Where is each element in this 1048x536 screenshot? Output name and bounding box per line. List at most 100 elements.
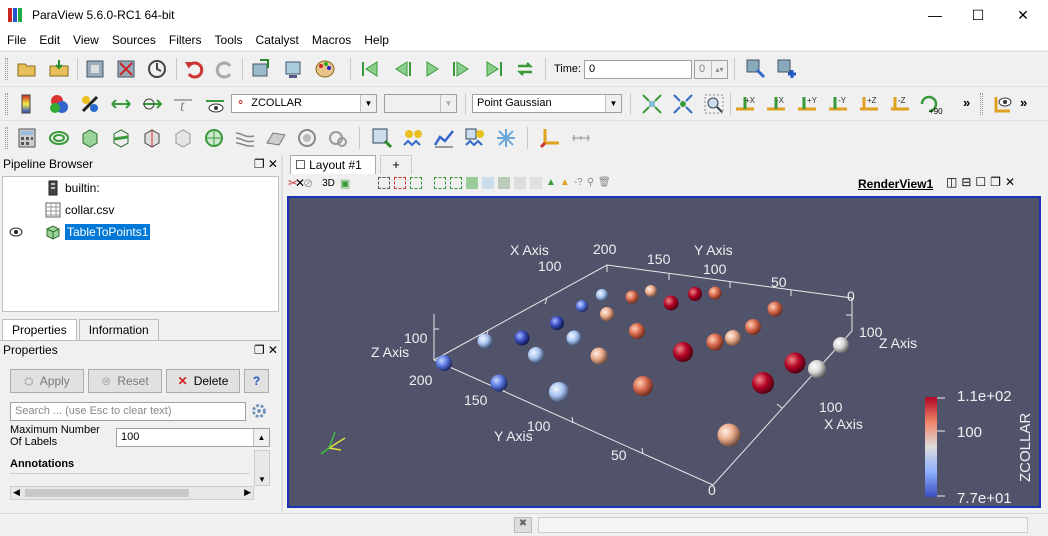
camera-link-icon[interactable]: ⊘ — [303, 176, 314, 190]
find-data-icon[interactable] — [494, 126, 518, 150]
vertical-scrollbar[interactable]: ▼ — [254, 450, 270, 486]
zoom-to-data-icon[interactable] — [671, 92, 695, 116]
grow-selection-icon[interactable]: ▲ — [546, 177, 556, 188]
view-plus-x-icon[interactable]: +X — [733, 92, 757, 116]
edit-selection-icon[interactable]: ⚲ — [586, 177, 595, 188]
help-button[interactable]: ? — [244, 369, 269, 393]
toolbar-overflow-chevron[interactable]: » — [963, 95, 971, 110]
visibility-eye-icon[interactable] — [9, 223, 23, 241]
spinner-arrows-icon[interactable]: ▴▾ — [711, 61, 727, 78]
last-frame-icon[interactable] — [482, 57, 506, 81]
select-points-icon[interactable] — [394, 177, 406, 189]
clear-selection-icon[interactable]: 🗑 — [598, 177, 611, 188]
hide-axes-icon[interactable] — [991, 92, 1015, 116]
histogram-icon[interactable] — [463, 126, 487, 150]
dropdown-arrow-icon[interactable]: ▼ — [360, 95, 376, 112]
menu-catalyst[interactable]: Catalyst — [255, 33, 299, 47]
redo-icon[interactable] — [213, 57, 237, 81]
toolbar-grip[interactable] — [5, 93, 8, 115]
render-view-3d[interactable]: X Axis Y Axis Z Axis Z Axis Y Axis X Axi… — [287, 196, 1041, 508]
dropdown-arrow-icon[interactable]: ▼ — [440, 95, 456, 112]
menu-view[interactable]: View — [73, 33, 99, 47]
edit-colormap-icon[interactable] — [47, 92, 71, 116]
properties-search-input[interactable]: Search ... (use Esc to clear text) — [10, 402, 246, 421]
previous-frame-icon[interactable] — [389, 57, 413, 81]
rotate-90-icon[interactable] — [917, 92, 941, 116]
pipeline-item-collar-csv[interactable]: collar.csv — [45, 201, 114, 219]
reset-range-icon[interactable] — [78, 92, 102, 116]
zoom-to-box-icon[interactable] — [702, 92, 726, 116]
play-icon[interactable] — [420, 57, 444, 81]
select-frustum-icon[interactable] — [410, 177, 422, 189]
tab-information[interactable]: Information — [78, 319, 159, 340]
maximize-view-icon[interactable]: ☐ — [975, 175, 987, 189]
panel-float-close-buttons[interactable]: ❐ ✕ — [253, 343, 278, 357]
extract-level-icon[interactable] — [326, 126, 350, 150]
time-input[interactable]: 0 — [584, 60, 692, 79]
advanced-settings-gear-icon[interactable] — [249, 400, 269, 422]
panel-float-close-buttons[interactable]: ❐ ✕ — [253, 157, 278, 171]
hover-points-icon[interactable] — [530, 177, 542, 189]
render-view-name[interactable]: RenderView1 — [858, 177, 934, 191]
view-minus-y-icon[interactable]: -Y — [826, 92, 850, 116]
delete-button[interactable]: ✕ Delete — [166, 369, 240, 393]
view-minus-x-icon[interactable]: -X — [764, 92, 788, 116]
clip-icon[interactable] — [78, 126, 102, 150]
shrink-selection-icon[interactable]: ▲ — [559, 177, 570, 188]
stream-tracer-icon[interactable] — [233, 126, 257, 150]
view-plus-z-icon[interactable]: +Z — [857, 92, 881, 116]
slice-icon[interactable] — [109, 126, 133, 150]
select-points-through-icon[interactable] — [450, 177, 462, 189]
rescale-over-time-icon[interactable]: t — [171, 92, 195, 116]
scroll-thumb[interactable] — [25, 489, 189, 497]
close-tab-icon[interactable]: ✕ — [295, 176, 306, 190]
polygon-points-icon[interactable] — [482, 177, 494, 189]
plot-over-line-icon[interactable] — [401, 126, 425, 150]
ruler-icon[interactable] — [569, 126, 593, 150]
view-plus-y-icon[interactable]: +Y — [795, 92, 819, 116]
threshold-icon[interactable] — [140, 126, 164, 150]
select-cells-icon[interactable] — [378, 177, 390, 189]
view-minus-z-icon[interactable]: -Z — [888, 92, 912, 116]
add-macro-icon[interactable] — [775, 57, 799, 81]
select-cells-on-icon[interactable] — [370, 126, 394, 150]
menu-filters[interactable]: Filters — [168, 33, 202, 47]
block-select-icon[interactable] — [498, 177, 510, 189]
time-step-spinner[interactable]: 0 ▴▾ — [694, 60, 728, 79]
reset-camera-icon[interactable] — [640, 92, 664, 116]
toolbar-grip[interactable] — [5, 58, 8, 80]
rescale-visible-icon[interactable] — [203, 92, 227, 116]
panel-splitter[interactable] — [281, 155, 283, 511]
max-labels-spinbox[interactable]: 100 ▲ — [116, 428, 270, 447]
next-frame-icon[interactable] — [451, 57, 475, 81]
menu-help[interactable]: Help — [364, 33, 389, 47]
pipeline-item-tabletopoints1[interactable]: TableToPoints1 — [45, 223, 152, 241]
scroll-down-icon[interactable]: ▼ — [258, 475, 266, 484]
contour-icon[interactable] — [47, 126, 71, 150]
polygon-select-icon[interactable] — [466, 177, 478, 189]
rescale-visible-range-icon[interactable] — [140, 92, 164, 116]
spinner-up-icon[interactable]: ▲ — [253, 429, 269, 446]
camera-icon[interactable]: ▣ — [339, 177, 351, 190]
tab-properties[interactable]: Properties — [2, 319, 77, 340]
add-layout-tab-button[interactable]: + — [380, 155, 412, 174]
select-cells-through-icon[interactable] — [434, 177, 446, 189]
menu-macros[interactable]: Macros — [311, 33, 352, 47]
representation-select[interactable]: Point Gaussian ▼ — [472, 94, 622, 113]
open-file-icon[interactable] — [15, 57, 39, 81]
reset-button[interactable]: ⊗ Reset — [88, 369, 162, 393]
capture-screenshot-icon[interactable]: ✂ — [288, 176, 299, 190]
scene-canvas[interactable]: X Axis Y Axis Z Axis Z Axis Y Axis X Axi… — [289, 198, 1039, 506]
scroll-right-icon[interactable]: ▶ — [244, 487, 251, 497]
auto-apply-icon[interactable] — [145, 57, 169, 81]
python-shell-icon[interactable] — [744, 57, 768, 81]
connect-icon[interactable] — [83, 57, 107, 81]
plot-data-icon[interactable] — [432, 126, 456, 150]
toolbar-overflow-chevron-2[interactable]: » — [1020, 95, 1028, 110]
load-state-icon[interactable] — [47, 57, 71, 81]
pipeline-browser[interactable]: builtin: collar.csv TableToPoints1 — [2, 176, 279, 312]
calculator-icon[interactable] — [15, 126, 39, 150]
abort-progress-icon[interactable]: ✖ — [514, 517, 532, 533]
maximize-button[interactable]: ☐ — [971, 6, 985, 23]
split-vertical-icon[interactable]: ⊟ — [961, 175, 972, 189]
